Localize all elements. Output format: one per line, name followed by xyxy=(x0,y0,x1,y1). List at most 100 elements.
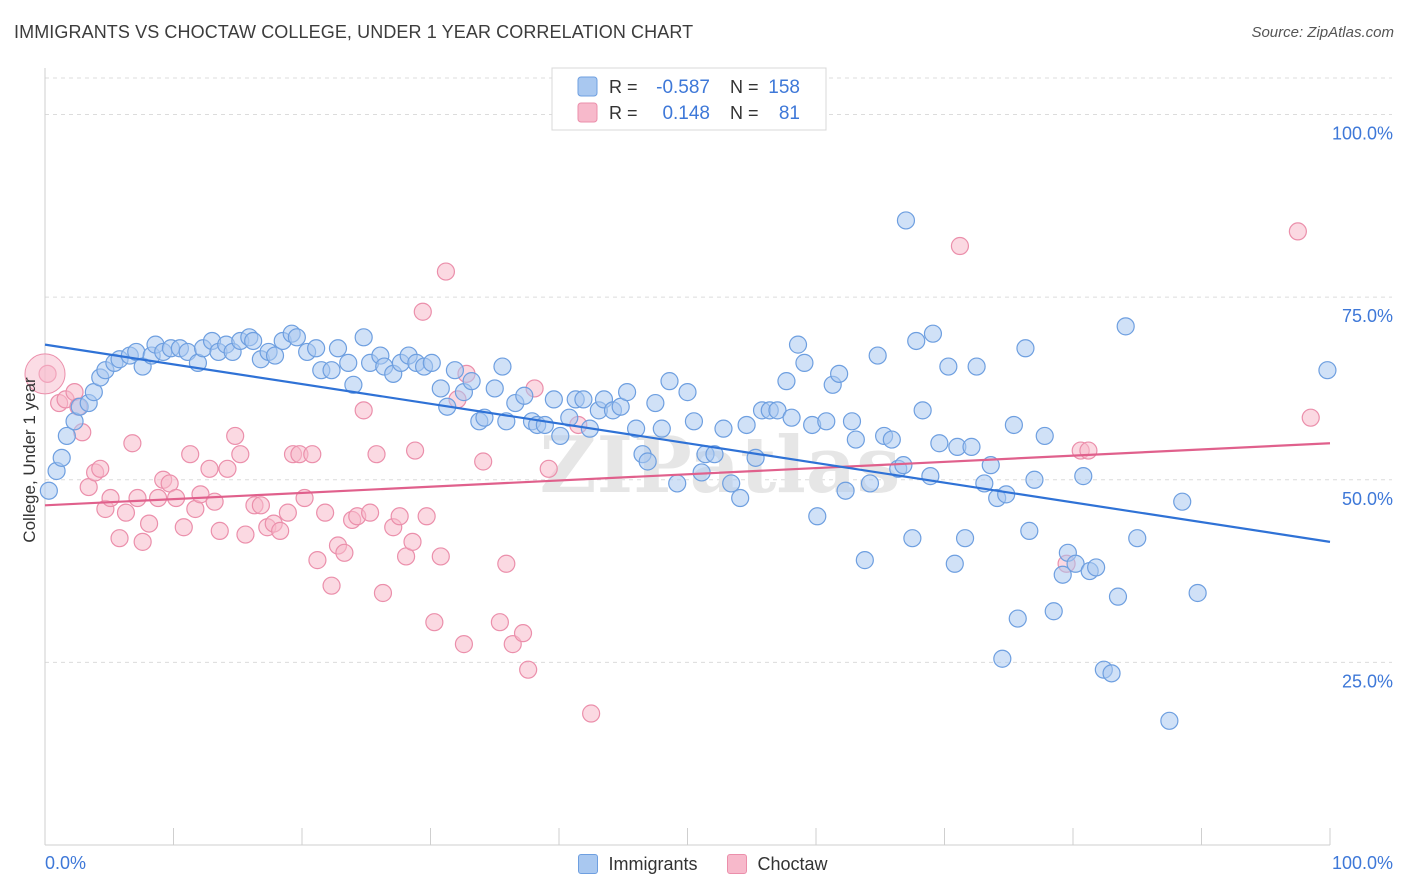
choctaw-point-31 xyxy=(236,525,255,544)
immigrants-point-72 xyxy=(574,390,593,409)
choctaw-point-75 xyxy=(582,704,601,723)
immigrants-point-2 xyxy=(52,448,71,467)
immigrants-point-85 xyxy=(668,474,687,493)
immigrants-point-42 xyxy=(344,375,363,394)
immigrants-point-43 xyxy=(354,328,373,347)
choctaw-point-37 xyxy=(278,503,297,522)
immigrants-point-68 xyxy=(544,390,563,409)
choctaw-point-66 xyxy=(474,452,493,471)
immigrants-point-87 xyxy=(684,412,704,431)
choctaw-point-81 xyxy=(1301,408,1320,427)
legend-n-label-1: N = xyxy=(730,77,759,97)
choctaw-point-15 xyxy=(133,532,152,551)
immigrants-point-145 xyxy=(1066,554,1085,573)
immigrants-point-104 xyxy=(808,507,827,526)
immigrants-point-110 xyxy=(846,430,865,449)
immigrants-point-136 xyxy=(1004,415,1023,435)
immigrants-point-155 xyxy=(1173,492,1192,511)
immigrants-point-69 xyxy=(551,426,570,446)
choctaw-point-42 xyxy=(308,551,327,570)
immigrants-point-61 xyxy=(493,357,512,376)
immigrants-point-94 xyxy=(737,415,756,435)
choctaw-point-62 xyxy=(436,262,456,281)
choctaw-point-70 xyxy=(513,624,533,643)
choctaw-point-54 xyxy=(390,507,409,526)
legend-r-label-2: R = xyxy=(609,103,638,123)
immigrants-point-111 xyxy=(855,551,874,570)
immigrants-point-123 xyxy=(923,324,943,343)
immigrants-point-121 xyxy=(913,401,932,420)
immigrants-point-115 xyxy=(882,430,901,449)
immigrants-point-108 xyxy=(836,481,855,500)
choctaw-point-14 xyxy=(128,488,147,508)
immigrants-point-57 xyxy=(462,372,481,391)
immigrants-point-41 xyxy=(339,353,358,372)
immigrants-point-118 xyxy=(896,211,916,230)
tick-labels: 25.0% 50.0% 75.0% 100.0% 0.0% 100.0% xyxy=(45,124,1393,873)
legend-n-label-2: N = xyxy=(730,103,759,123)
y-tick-label-2: 75.0% xyxy=(1342,306,1393,326)
immigrants-point-32 xyxy=(265,346,285,365)
immigrants-point-55 xyxy=(445,361,465,380)
immigrants-point-139 xyxy=(1020,521,1039,540)
immigrants-point-156 xyxy=(1188,583,1207,603)
immigrants-point-143 xyxy=(1053,565,1072,584)
immigrants-point-3 xyxy=(57,426,76,446)
choctaw-point-33 xyxy=(251,496,270,515)
immigrants-point-93 xyxy=(731,488,750,508)
choctaw-point-36 xyxy=(271,521,290,540)
choctaw-swatch xyxy=(577,102,598,123)
immigrants-point-64 xyxy=(515,386,534,405)
x-tick-label-0: 0.0% xyxy=(45,853,86,873)
immigrants-point-78 xyxy=(618,383,637,402)
choctaw-point-50 xyxy=(361,503,380,522)
immigrants-point-79 xyxy=(626,419,646,438)
immigrants-point-140 xyxy=(1025,470,1044,489)
legend-r-value-2: 0.148 xyxy=(662,103,710,124)
immigrants-point-119 xyxy=(903,529,922,548)
choctaw-point-57 xyxy=(405,441,425,460)
immigrants-point-86 xyxy=(678,383,697,402)
immigrants-point-148 xyxy=(1087,558,1106,577)
immigrants-legend-swatch xyxy=(578,854,599,874)
immigrants-points xyxy=(39,211,1337,730)
choctaw-point-27 xyxy=(210,521,229,540)
choctaw-point-59 xyxy=(417,507,436,526)
choctaw-point-11 xyxy=(110,529,129,548)
choctaw-point-56 xyxy=(403,532,422,551)
immigrants-point-82 xyxy=(646,393,665,413)
immigrants-point-137 xyxy=(1008,609,1027,628)
immigrants-point-120 xyxy=(907,331,926,351)
immigrants-point-142 xyxy=(1044,602,1063,621)
immigrants-point-150 xyxy=(1102,664,1121,683)
choctaw-point-67 xyxy=(490,613,509,632)
immigrants-point-60 xyxy=(485,379,504,398)
x-tick-label-1: 100.0% xyxy=(1332,853,1393,873)
immigrants-point-128 xyxy=(955,529,975,548)
choctaw-point-41 xyxy=(303,445,322,464)
immigrants-point-37 xyxy=(307,339,326,358)
immigrants-point-113 xyxy=(868,346,887,365)
axes xyxy=(44,68,1331,846)
choctaw-point-30 xyxy=(231,445,250,464)
choctaw-point-73 xyxy=(539,459,558,478)
choctaw-point-68 xyxy=(497,554,516,573)
choctaw-point-46 xyxy=(335,543,354,562)
choctaw-point-79 xyxy=(1079,441,1098,460)
immigrants-point-100 xyxy=(782,408,801,427)
immigrants-point-29 xyxy=(244,331,263,351)
legend-label-immigrants: Immigrants xyxy=(608,853,698,874)
immigrants-point-125 xyxy=(939,357,958,376)
legend-item-choctaw: Choctaw xyxy=(727,851,828,877)
immigrants-point-0 xyxy=(39,481,58,500)
immigrants-point-135 xyxy=(997,485,1016,504)
choctaw-point-8 xyxy=(91,459,110,478)
immigrants-point-35 xyxy=(287,328,306,347)
chart-title: IMMIGRANTS VS CHOCTAW COLLEGE, UNDER 1 Y… xyxy=(14,22,694,42)
choctaw-legend-swatch xyxy=(727,854,748,874)
correlation-legend: R = -0.587 N = 158 R = 0.148 N = 81 xyxy=(551,67,827,131)
choctaw-point-25 xyxy=(200,459,219,478)
choctaw-point-10 xyxy=(101,488,120,508)
source-label: Source: ZipAtlas.com xyxy=(1251,24,1394,41)
y-tick-label-3: 100.0% xyxy=(1332,124,1393,144)
